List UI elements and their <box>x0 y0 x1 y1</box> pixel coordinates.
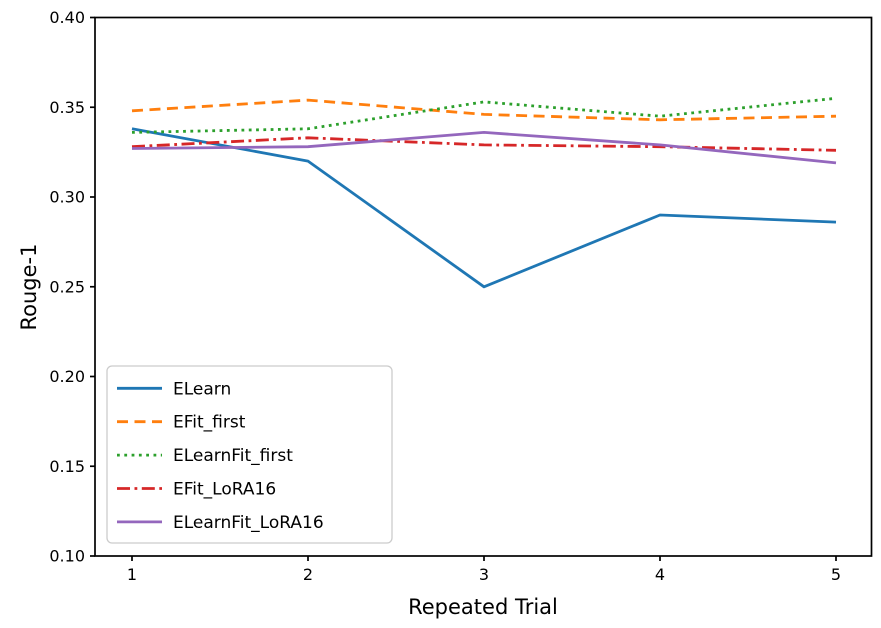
y-tick-label: 0.10 <box>49 547 85 566</box>
series-line-EFit_first <box>131 98 837 122</box>
series-line-ELearn <box>131 127 837 289</box>
legend-box <box>106 365 393 544</box>
y-tick-label: 0.30 <box>49 188 85 207</box>
x-tick-label: 4 <box>655 565 665 584</box>
series-lines <box>131 96 837 289</box>
x-tick-label: 5 <box>831 565 841 584</box>
y-tick-label: 0.25 <box>49 277 85 296</box>
series-line-ELearnFit_LoRA16 <box>131 130 837 165</box>
y-tick-label: 0.35 <box>49 98 85 117</box>
legend-label-ELearn: ELearn <box>173 379 231 399</box>
series-line-EFit_LoRA16 <box>131 136 837 152</box>
x-tick-label: 2 <box>303 565 313 584</box>
x-tick-label: 3 <box>479 565 489 584</box>
y-axis-label: Rouge-1 <box>17 244 41 331</box>
y-tick-label: 0.15 <box>49 457 85 476</box>
series-line-ELearnFit_first <box>131 96 837 134</box>
y-tick-label: 0.40 <box>49 8 85 27</box>
x-tick-label: 1 <box>127 565 137 584</box>
x-axis-label: Repeated Trial <box>408 595 558 619</box>
legend-label-EFit_LoRA16: EFit_LoRA16 <box>173 480 276 500</box>
legend: ELearn EFit_first ELearnFit_first EFit_LoRA… <box>106 365 393 544</box>
legend-label-ELearnFit_first: ELearnFit_first <box>173 446 293 466</box>
axis-ticks: 1 2 3 4 5 0.10 0.15 0.20 0.25 0.30 0.35 0.40 <box>49 8 841 584</box>
legend-label-EFit_first: EFit_first <box>173 413 246 433</box>
legend-label-ELearnFit_LoRA16: ELearnFit_LoRA16 <box>173 513 324 533</box>
y-tick-label: 0.20 <box>49 367 85 386</box>
